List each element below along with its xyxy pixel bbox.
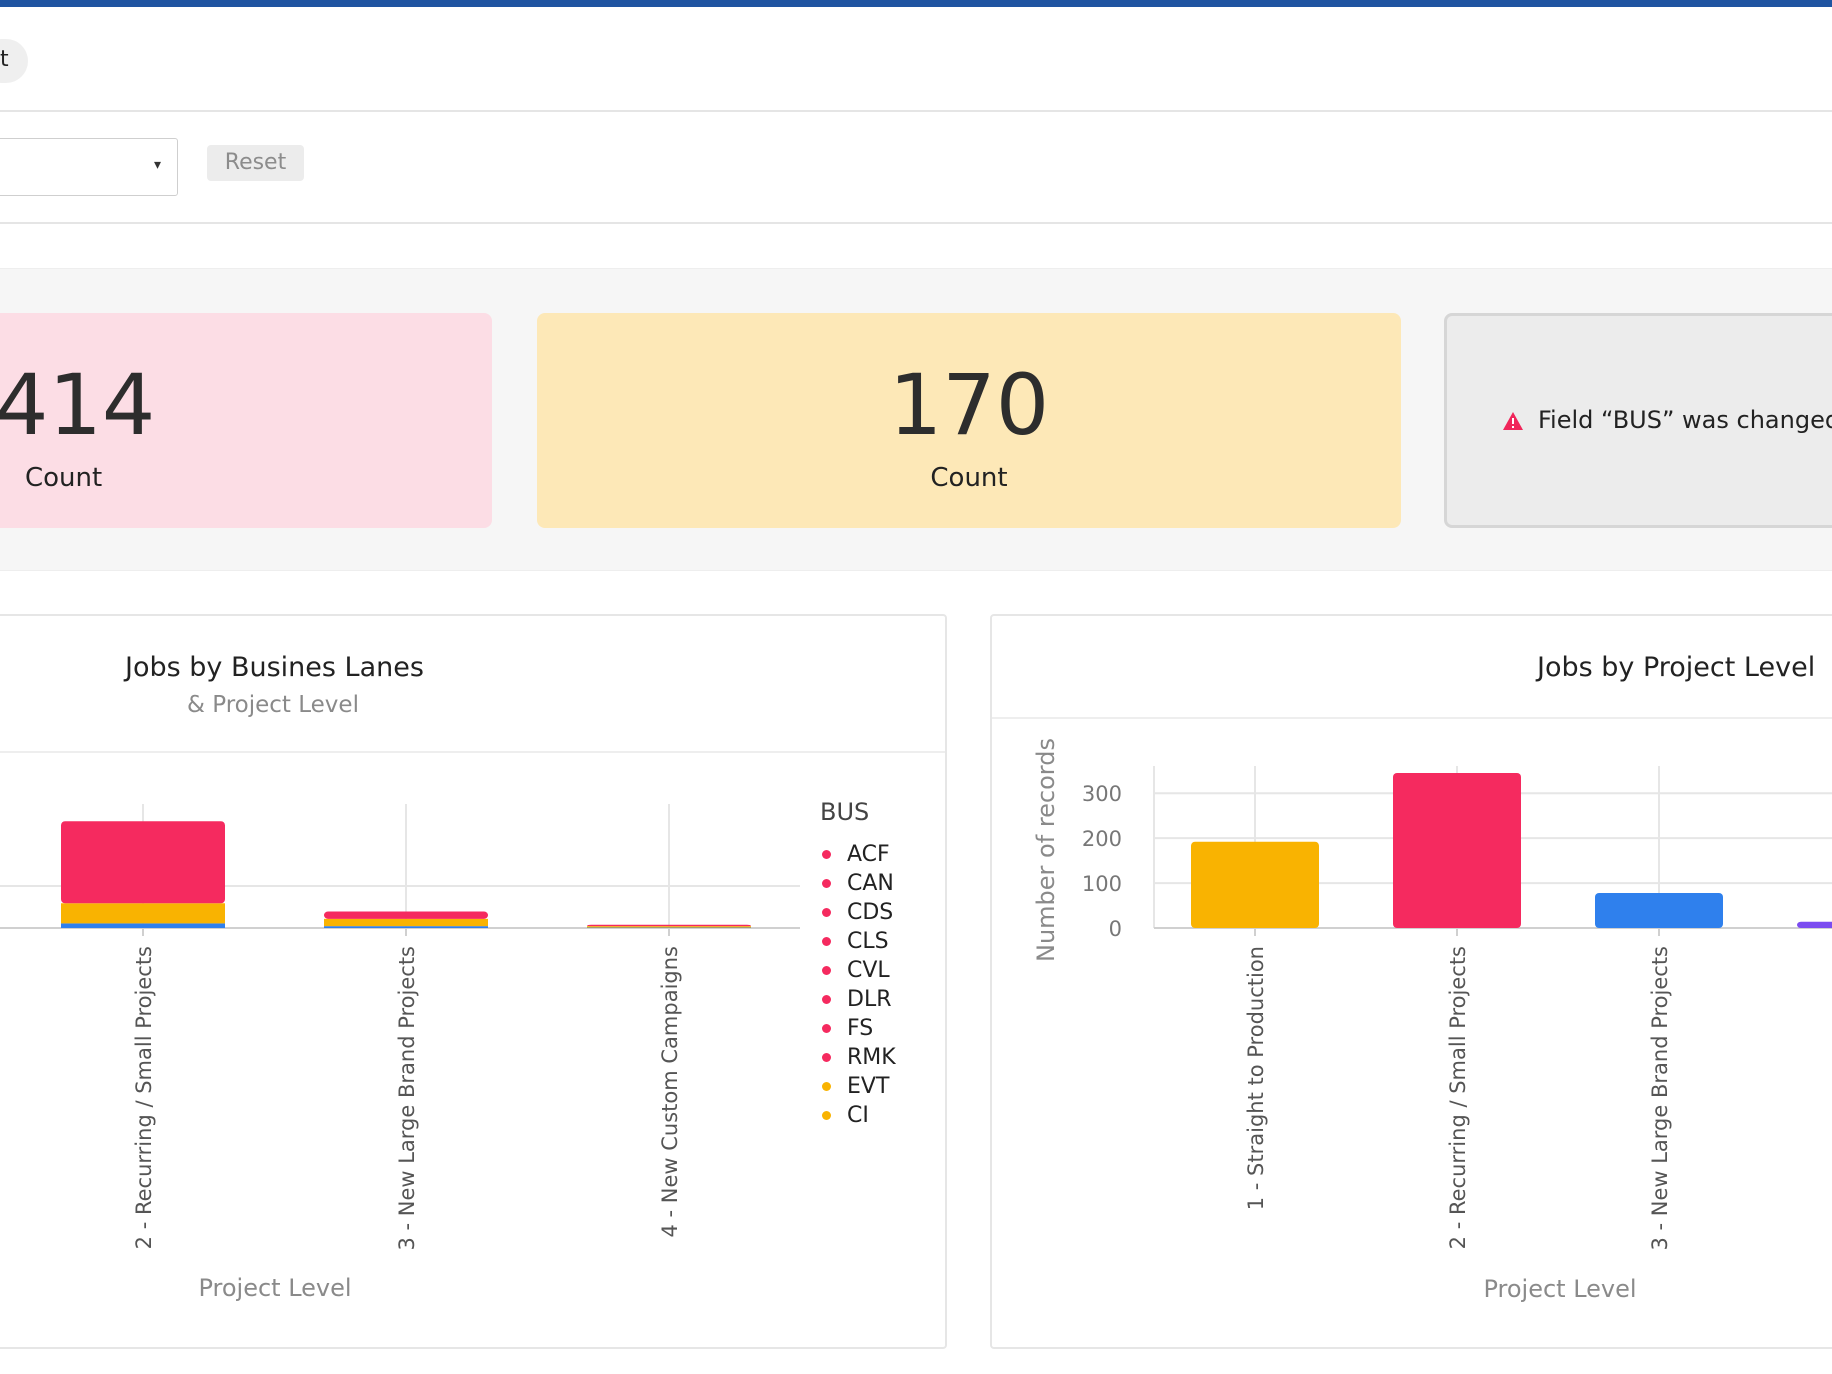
- legend-item[interactable]: CAN: [822, 869, 896, 898]
- legend-dot-icon: [822, 1111, 831, 1120]
- panel-divider: [992, 717, 1832, 719]
- x-tick-label: 1 - Straight to Production: [1244, 946, 1268, 1210]
- chart-title: Jobs by Busines Lanes: [125, 652, 424, 683]
- chart-legend: ACFCANCDSCLSCVLDLRFSRMKEVTCICNSMAR360CXF…: [822, 840, 896, 1130]
- view-tab-pill[interactable]: t: [0, 39, 28, 83]
- filter-toolbar: ▾ Reset: [0, 112, 1832, 224]
- legend-dot-icon: [822, 1053, 831, 1062]
- x-tick-label: 2 - Recurring / Small Projects: [132, 946, 156, 1249]
- notice-row: Field “BUS” was changed s: [1502, 406, 1832, 434]
- bar: [1393, 773, 1521, 928]
- x-tick-label: 3 - New Large Brand Projects: [395, 946, 419, 1251]
- legend-label: CAN: [847, 871, 894, 896]
- bar: [1191, 841, 1319, 928]
- bar: [1595, 892, 1723, 928]
- x-axis-title: Project Level: [1483, 1275, 1636, 1303]
- legend-dot-icon: [822, 1024, 831, 1033]
- legend-label: ACF: [847, 842, 890, 867]
- x-tick-label: 4 - New Custom Campaigns: [658, 946, 682, 1238]
- bar-chart: 0 100 200 300 1 - Straight to Production 2 - …: [1032, 738, 1832, 1303]
- chart-panel-business-lanes: Jobs by Busines Lanes & Project Level 2 …: [0, 614, 947, 1349]
- y-axis-title: Number of records: [1032, 738, 1060, 962]
- view-tab-label: t: [0, 47, 9, 72]
- legend-item[interactable]: CVL: [822, 956, 896, 985]
- legend-label: RMK: [847, 1045, 896, 1070]
- notice-text: Field “BUS” was changed s: [1538, 406, 1832, 434]
- bar-segment: [587, 926, 751, 928]
- legend-title: BUS: [820, 798, 870, 826]
- legend-item[interactable]: DLR: [822, 985, 896, 1014]
- chevron-down-icon: ▾: [153, 157, 161, 173]
- panel-divider: [0, 751, 945, 753]
- legend-label: CVL: [847, 958, 890, 983]
- legend-label: DLR: [847, 987, 892, 1012]
- legend-label: CLS: [847, 929, 889, 954]
- bar-segment: [61, 821, 225, 904]
- top-accent-bar: [0, 0, 1832, 7]
- x-tick-label: 2 - Recurring / Small Projects: [1446, 946, 1470, 1249]
- y-tick-label: 100: [1082, 872, 1122, 896]
- bar-segment: [324, 918, 488, 927]
- summary-band: 414 Count 170 Count Field “BUS” was chan…: [0, 268, 1832, 571]
- legend-item[interactable]: CLS: [822, 927, 896, 956]
- count-value: 170: [888, 356, 1050, 454]
- legend-dot-icon: [822, 850, 831, 859]
- legend-item[interactable]: RMK: [822, 1043, 896, 1072]
- bar-segment: [61, 903, 225, 924]
- count-label: Count: [25, 463, 103, 493]
- bar-segment: [61, 923, 225, 928]
- reset-button[interactable]: Reset: [207, 145, 304, 181]
- legend-dot-icon: [822, 908, 831, 917]
- count-card-yellow: 170 Count: [537, 313, 1401, 528]
- bar-segment: [587, 924, 751, 927]
- y-tick-label: 300: [1082, 782, 1122, 806]
- x-axis-title: Project Level: [198, 1274, 351, 1302]
- chart-subtitle: & Project Level: [187, 692, 359, 718]
- legend-dot-icon: [822, 995, 831, 1004]
- legend-dot-icon: [822, 1082, 831, 1091]
- count-card-pink: 414 Count: [0, 313, 492, 528]
- bar-segment: [324, 911, 488, 919]
- legend-dot-icon: [822, 937, 831, 946]
- warning-icon: [1503, 412, 1523, 430]
- header-toolbar: t: [0, 7, 1832, 112]
- x-tick-label: 3 - New Large Brand Projects: [1648, 946, 1672, 1251]
- y-tick-label: 200: [1082, 827, 1122, 851]
- legend-dot-icon: [822, 966, 831, 975]
- bar-segment: [324, 926, 488, 928]
- legend-label: CDS: [847, 900, 894, 925]
- legend-item[interactable]: CDS: [822, 898, 896, 927]
- legend-label: FS: [847, 1016, 874, 1041]
- y-tick-label: 0: [1109, 917, 1122, 941]
- legend-item[interactable]: ACF: [822, 840, 896, 869]
- bar: [1797, 921, 1832, 928]
- count-label: Count: [930, 463, 1008, 493]
- legend-item[interactable]: FS: [822, 1014, 896, 1043]
- legend-item[interactable]: EVT: [822, 1072, 896, 1101]
- legend-dot-icon: [822, 879, 831, 888]
- legend-label: CI: [847, 1103, 869, 1128]
- chart-panel-project-level: Jobs by Project Level 0 100 200 300 1 - Stra…: [990, 614, 1832, 1349]
- legend-item[interactable]: CI: [822, 1101, 896, 1130]
- count-value: 414: [0, 356, 156, 454]
- filter-select[interactable]: ▾: [0, 138, 178, 196]
- chart-title: Jobs by Project Level: [1537, 652, 1816, 683]
- legend-label: EVT: [847, 1074, 890, 1099]
- field-changed-notice: Field “BUS” was changed s: [1444, 313, 1832, 528]
- stacked-bar-chart: 2 - Recurring / Small Projects 3 - New La…: [0, 804, 800, 1302]
